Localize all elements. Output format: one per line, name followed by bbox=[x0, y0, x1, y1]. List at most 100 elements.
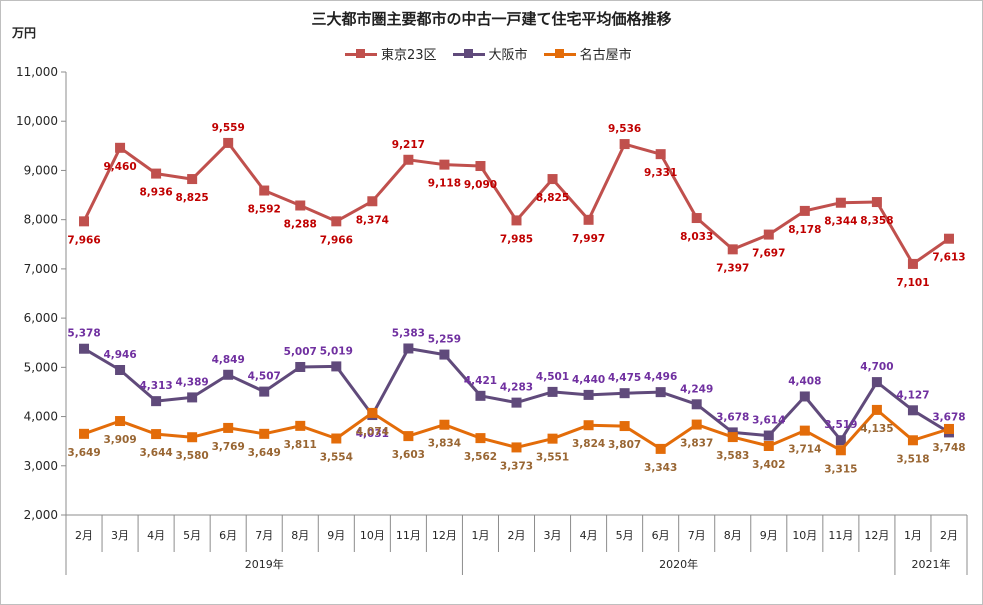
data-label-nagoya: 3,603 bbox=[392, 449, 425, 461]
data-label-nagoya: 3,551 bbox=[536, 452, 569, 464]
y-tick-label: 3,000 bbox=[24, 459, 58, 473]
x-tick-label: 11月 bbox=[828, 529, 853, 542]
data-label-tokyo: 8,825 bbox=[176, 192, 209, 204]
data-point-tokyo bbox=[151, 168, 162, 179]
y-axis-unit-label: 万円 bbox=[12, 26, 37, 40]
data-point-nagoya bbox=[331, 433, 342, 444]
data-point-osaka bbox=[187, 392, 198, 403]
data-label-osaka: 4,440 bbox=[572, 374, 605, 386]
legend-item-tokyo[interactable]: 東京23区 bbox=[345, 44, 437, 63]
x-tick-label: 8月 bbox=[291, 529, 309, 542]
data-label-tokyo: 7,997 bbox=[572, 233, 605, 245]
data-label-osaka: 4,283 bbox=[500, 382, 533, 394]
data-point-tokyo bbox=[619, 139, 630, 150]
x-tick-label: 4月 bbox=[580, 529, 598, 542]
data-label-osaka: 4,700 bbox=[860, 361, 893, 373]
data-label-tokyo: 8,936 bbox=[139, 187, 172, 199]
data-point-nagoya bbox=[295, 420, 306, 431]
data-point-nagoya bbox=[691, 419, 702, 430]
x-tick-label: 3月 bbox=[111, 529, 129, 542]
data-point-osaka bbox=[223, 369, 234, 380]
data-point-osaka bbox=[115, 364, 126, 375]
data-label-osaka: 4,031 bbox=[356, 428, 389, 440]
data-point-tokyo bbox=[871, 197, 882, 208]
legend-label-osaka: 大阪市 bbox=[488, 48, 528, 63]
data-label-tokyo: 7,613 bbox=[932, 252, 965, 264]
data-point-tokyo bbox=[331, 216, 342, 227]
data-label-nagoya: 3,373 bbox=[500, 460, 533, 472]
data-label-osaka: 5,383 bbox=[392, 327, 425, 339]
x-tick-label: 2月 bbox=[940, 529, 958, 542]
data-point-osaka bbox=[907, 405, 918, 416]
y-tick-label: 6,000 bbox=[24, 311, 58, 325]
data-label-tokyo: 9,090 bbox=[464, 179, 497, 191]
data-point-nagoya bbox=[871, 404, 882, 415]
data-label-tokyo: 7,966 bbox=[67, 234, 100, 246]
data-label-osaka: 4,849 bbox=[212, 354, 245, 366]
data-label-nagoya: 4,074 bbox=[356, 426, 389, 438]
data-point-tokyo bbox=[439, 159, 450, 170]
x-tick-label: 9月 bbox=[327, 529, 345, 542]
data-label-tokyo: 9,118 bbox=[428, 178, 461, 190]
data-point-osaka bbox=[871, 377, 882, 388]
year-group-label: 2019年 bbox=[245, 557, 284, 571]
data-point-osaka bbox=[331, 361, 342, 372]
data-point-nagoya bbox=[907, 435, 918, 446]
data-label-osaka: 3,678 bbox=[932, 411, 965, 423]
data-point-nagoya bbox=[763, 440, 774, 451]
legend-item-nagoya[interactable]: 名古屋市 bbox=[543, 44, 632, 63]
data-label-tokyo: 7,697 bbox=[752, 248, 785, 260]
data-point-tokyo bbox=[727, 244, 738, 255]
x-tick-label: 5月 bbox=[616, 529, 634, 542]
x-tick-label: 7月 bbox=[255, 529, 273, 542]
data-label-nagoya: 3,649 bbox=[248, 447, 281, 459]
data-label-osaka: 4,475 bbox=[608, 372, 641, 384]
data-label-tokyo: 9,559 bbox=[212, 122, 245, 134]
series-line-tokyo bbox=[82, 141, 950, 266]
data-label-nagoya: 3,714 bbox=[788, 444, 821, 456]
legend-label-tokyo: 東京23区 bbox=[381, 48, 437, 63]
data-point-tokyo bbox=[223, 137, 234, 148]
x-tick-label: 1月 bbox=[471, 529, 489, 542]
x-tick-label: 7月 bbox=[688, 529, 706, 542]
data-label-nagoya: 3,769 bbox=[212, 441, 245, 453]
data-point-tokyo bbox=[907, 258, 918, 269]
data-label-nagoya: 3,824 bbox=[572, 438, 605, 450]
data-point-nagoya bbox=[223, 422, 234, 433]
x-tick-label: 5月 bbox=[183, 529, 201, 542]
y-tick-label: 8,000 bbox=[24, 213, 58, 227]
x-tick-label: 6月 bbox=[219, 529, 237, 542]
data-point-tokyo bbox=[295, 200, 306, 211]
data-point-osaka bbox=[79, 343, 90, 354]
data-point-tokyo bbox=[367, 196, 378, 207]
legend-swatch-nagoya bbox=[543, 48, 576, 59]
legend-label-nagoya: 名古屋市 bbox=[579, 48, 632, 63]
x-tick-label: 2月 bbox=[508, 529, 526, 542]
data-label-tokyo: 8,592 bbox=[248, 204, 281, 216]
x-tick-label: 12月 bbox=[432, 529, 457, 542]
data-label-tokyo: 8,825 bbox=[536, 192, 569, 204]
data-label-nagoya: 3,562 bbox=[464, 451, 497, 463]
legend-item-osaka[interactable]: 大阪市 bbox=[452, 44, 528, 63]
data-point-tokyo bbox=[115, 142, 126, 153]
data-point-tokyo bbox=[835, 197, 846, 208]
data-label-nagoya: 3,649 bbox=[67, 447, 100, 459]
data-label-nagoya: 3,807 bbox=[608, 439, 641, 451]
data-point-tokyo bbox=[547, 174, 558, 185]
data-label-tokyo: 7,985 bbox=[500, 233, 533, 245]
data-label-nagoya: 3,834 bbox=[428, 438, 461, 450]
data-label-osaka: 5,019 bbox=[320, 345, 353, 357]
data-point-tokyo bbox=[799, 205, 810, 216]
legend-swatch-tokyo bbox=[345, 48, 377, 59]
data-label-tokyo: 9,460 bbox=[103, 161, 136, 173]
data-label-tokyo: 8,178 bbox=[788, 224, 821, 236]
x-tick-label: 8月 bbox=[724, 529, 742, 542]
data-point-osaka bbox=[655, 387, 666, 398]
legend-swatch-osaka bbox=[452, 48, 485, 59]
data-label-osaka: 4,501 bbox=[536, 371, 569, 383]
data-label-tokyo: 8,288 bbox=[284, 218, 317, 230]
data-point-tokyo bbox=[403, 154, 414, 165]
data-label-nagoya: 3,748 bbox=[932, 442, 965, 454]
